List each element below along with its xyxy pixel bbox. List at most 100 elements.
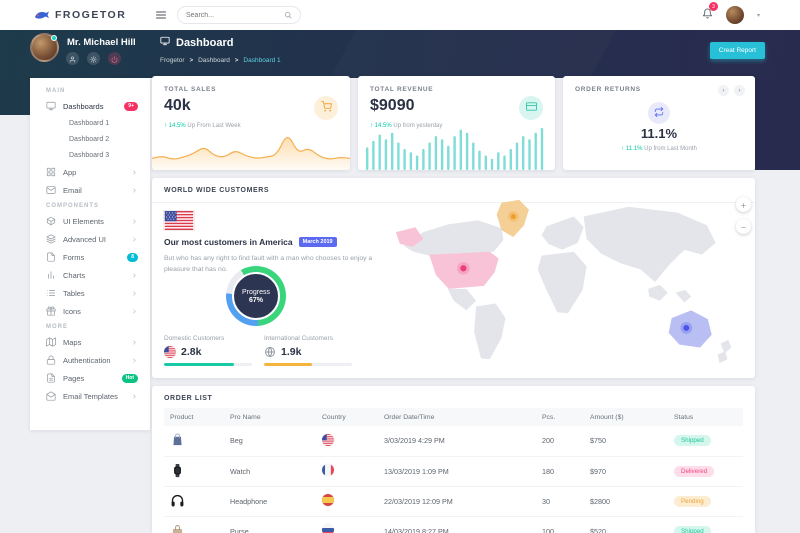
revenue-bar-chart: [366, 128, 544, 170]
map-zoom-out-button[interactable]: [736, 219, 751, 234]
sidebar-item-charts[interactable]: Charts: [30, 266, 150, 284]
order-date: 14/03/2019 8:27 PM: [378, 516, 536, 533]
sidebar-subitem-dashboard-3[interactable]: Dashboard 3: [69, 151, 110, 159]
chevron-right-icon: [131, 236, 138, 243]
brand-logo[interactable]: FROGETOR: [34, 9, 126, 21]
sidebar-item-app[interactable]: App: [30, 163, 150, 181]
card-title: ORDER RETURNS: [575, 86, 641, 93]
sidebar-section-label: MORE: [46, 324, 68, 330]
total-sales-value: 40k: [164, 97, 191, 114]
order-row-watch[interactable]: Watch 13/03/2019 1:09 PM 180 $970 Delivered: [164, 456, 743, 487]
breadcrumb-home[interactable]: Frogetor: [160, 57, 185, 64]
status-badge: Shipped: [674, 435, 711, 447]
next-button[interactable]: ›: [734, 85, 745, 96]
order-product-name: Watch: [224, 456, 316, 487]
map-icon: [46, 337, 56, 347]
sidebar-item-tables[interactable]: Tables: [30, 284, 150, 302]
notifications-button[interactable]: 3: [702, 2, 718, 24]
chevron-right-icon: [131, 169, 138, 176]
table-header-row: Product Pro Name Country Order Date/Time Pcs…: [164, 408, 743, 426]
international-customers-stat: International Customers 1.9k: [264, 335, 360, 366]
wallet-icon: [519, 96, 543, 120]
es-flag-icon: [322, 494, 334, 506]
us-flag: [164, 211, 194, 230]
profile-avatar[interactable]: [30, 33, 59, 62]
sidebar-subitem-dashboard-2[interactable]: Dashboard 2: [69, 135, 110, 143]
monitor-icon: [160, 36, 170, 49]
sidebar-item-advanced-ui[interactable]: Advanced UI: [30, 230, 150, 248]
search-input[interactable]: [186, 11, 284, 19]
profile-button[interactable]: [66, 52, 79, 65]
status-badge: Shipped: [674, 525, 711, 533]
order-pcs: 30: [536, 486, 584, 517]
sidebar-item-pages[interactable]: Pages Hot: [30, 369, 150, 387]
mail-icon: [46, 185, 56, 195]
chevron-right-icon: >: [189, 57, 194, 64]
user-icon: [69, 50, 76, 68]
total-revenue-card: TOTAL REVENUE $9090 ↑ 14.5% Up from yest…: [358, 76, 555, 170]
prev-button[interactable]: ‹: [718, 85, 729, 96]
order-product-name: Purse: [224, 516, 316, 533]
ru-flag-icon: [322, 524, 334, 533]
order-row-headphone[interactable]: Headphone 22/03/2019 12:09 PM 30 $2800 Pendi…: [164, 486, 743, 517]
map-region-australia: [668, 310, 712, 348]
map-zoom-in-button[interactable]: [736, 197, 751, 212]
sidebar-item-icons[interactable]: Icons: [30, 302, 150, 320]
column-header-pro-name: Pro Name: [224, 408, 316, 426]
order-pcs: 100: [536, 516, 584, 533]
sidebar-badge: 8: [127, 252, 138, 262]
order-row-purse[interactable]: Purse 14/03/2019 8:27 PM 100 $520 Shipped: [164, 516, 743, 533]
map-marker-usa: [460, 265, 467, 272]
chevron-down-icon[interactable]: ▾: [756, 12, 760, 19]
total-sales-card: TOTAL SALES 40k ↑ 14.5% Up From Last Wee…: [152, 76, 350, 170]
map-marker-australia: [683, 325, 690, 331]
search-icon[interactable]: [284, 11, 292, 19]
chevron-right-icon: [131, 187, 138, 194]
column-header-country: Country: [316, 408, 378, 426]
user-avatar[interactable]: [725, 6, 744, 24]
sidebar-item-ui-elements[interactable]: UI Elements: [30, 212, 150, 230]
us-flag-icon: [164, 346, 176, 358]
map-region-alaska: [395, 227, 424, 247]
progress-percent: 67%: [248, 296, 263, 304]
sidebar-section-label: MAIN: [46, 88, 66, 94]
search-box[interactable]: [177, 6, 301, 24]
chevron-right-icon: [131, 218, 138, 225]
logout-button[interactable]: [108, 52, 121, 65]
chevron-right-icon: [131, 339, 138, 346]
orders-table: Product Pro Name Country Order Date/Time Pcs…: [164, 408, 743, 533]
top-navbar: FROGETOR 3 ▾: [0, 0, 800, 30]
bell-icon: [702, 6, 713, 24]
sidebar-item-authentication[interactable]: Authentication: [30, 351, 150, 369]
grid-icon: [46, 167, 56, 177]
order-date: 22/03/2019 12:09 PM: [378, 486, 536, 517]
order-row-beg[interactable]: Beg 3/03/2019 4:29 PM 200 $750 Shipped: [164, 426, 743, 457]
sidebar-subitem-dashboard-1[interactable]: Dashboard 1: [69, 119, 110, 127]
sidebar-item-email-templates[interactable]: Email Templates: [30, 387, 150, 405]
fr-flag-icon: [322, 464, 334, 476]
customers-headline: Our most customers in America March 2019: [164, 237, 337, 247]
gear-icon: [90, 50, 97, 68]
breadcrumb-section[interactable]: Dashboard: [198, 57, 230, 64]
brand-name: FROGETOR: [55, 9, 127, 21]
us-flag-icon: [322, 433, 334, 446]
page-header-band: [0, 30, 800, 78]
clipboard-icon: [46, 252, 56, 262]
sidebar-item-email[interactable]: Email: [30, 181, 150, 199]
menu-toggle-icon[interactable]: [155, 9, 167, 21]
order-amount: $520: [584, 516, 668, 533]
create-report-button[interactable]: Creat Report: [709, 42, 765, 59]
sales-area-chart: [152, 136, 350, 170]
plus-icon: [740, 196, 747, 214]
world-map[interactable]: [392, 194, 744, 370]
domestic-customers-value: 2.8k: [181, 346, 202, 358]
map-marker-greenland: [510, 213, 516, 220]
settings-button[interactable]: [87, 52, 100, 65]
sidebar-item-dashboards[interactable]: Dashboards 9+: [30, 97, 150, 115]
watch-product-icon: [170, 463, 185, 478]
column-header-amount-: Amount ($): [584, 408, 668, 426]
purse-product-icon: [170, 523, 185, 533]
sidebar-item-maps[interactable]: Maps: [30, 333, 150, 351]
order-list-panel: ORDER LIST Product Pro Name Country Order D…: [152, 386, 755, 533]
sidebar-item-forms[interactable]: Forms 8: [30, 248, 150, 266]
